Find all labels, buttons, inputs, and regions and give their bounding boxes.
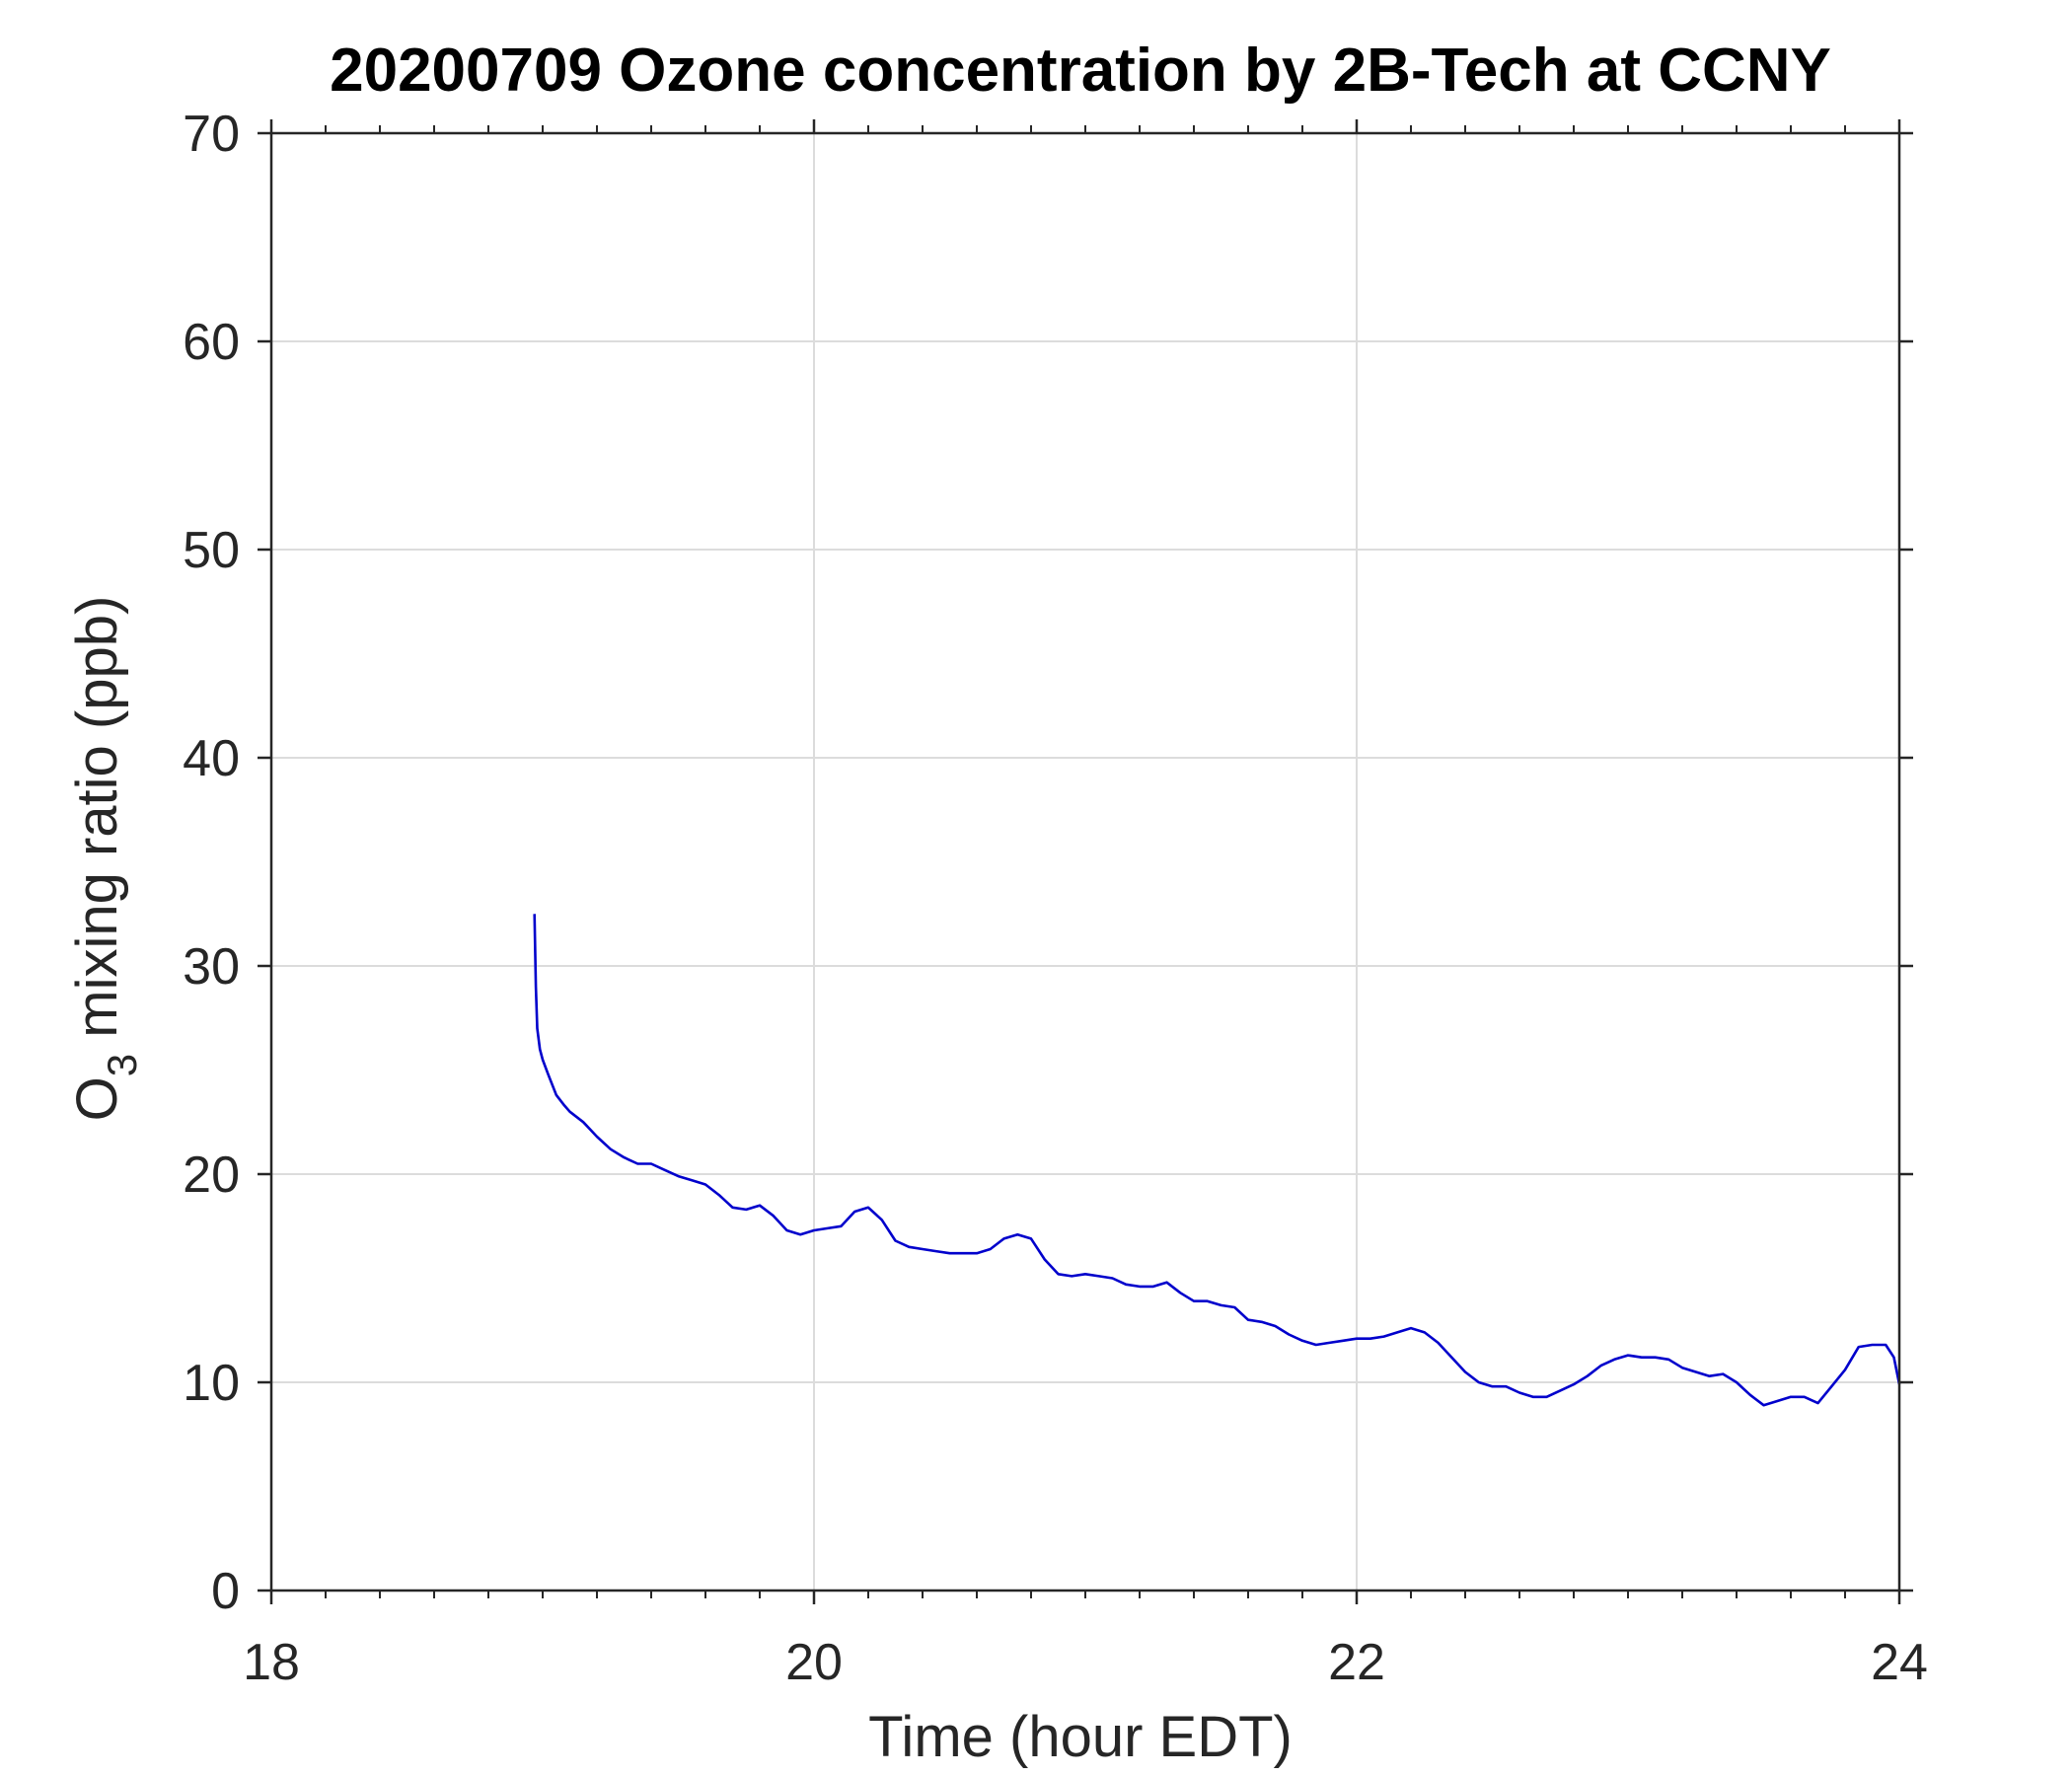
x-tick-label: 20: [785, 1634, 843, 1691]
y-tick-label: 60: [183, 314, 240, 371]
y-axis-label: O3 mixing ratio (ppb): [65, 596, 145, 1122]
x-axis-label: Time (hour EDT): [868, 1705, 1293, 1769]
axes-layer: [258, 119, 1913, 1604]
y-tick-label: 70: [183, 106, 240, 163]
y-tick-label: 20: [183, 1147, 240, 1204]
y-tick-label: 30: [183, 938, 240, 996]
y-axis-label-subscript: 3: [99, 1054, 145, 1076]
y-axis-label-rest: mixing ratio (ppb): [65, 596, 129, 1054]
ozone-series-line: [533, 914, 1901, 1407]
tick-label-layer: 0 10 20 30 40 50 60 70 18 20 22 24: [183, 106, 1928, 1691]
grid-layer: [271, 133, 1899, 1591]
x-tick-label: 18: [243, 1634, 300, 1691]
x-tick-label: 22: [1328, 1634, 1385, 1691]
y-tick-label: 10: [183, 1355, 240, 1412]
y-tick-label: 40: [183, 730, 240, 787]
chart-title: 20200709 Ozone concentration by 2B-Tech …: [330, 37, 1831, 105]
y-tick-label: 50: [183, 522, 240, 579]
y-tick-label: 0: [211, 1563, 240, 1620]
y-axis-label-main: O: [65, 1076, 129, 1121]
x-tick-label: 24: [1871, 1634, 1928, 1691]
series-layer: [533, 914, 1901, 1407]
